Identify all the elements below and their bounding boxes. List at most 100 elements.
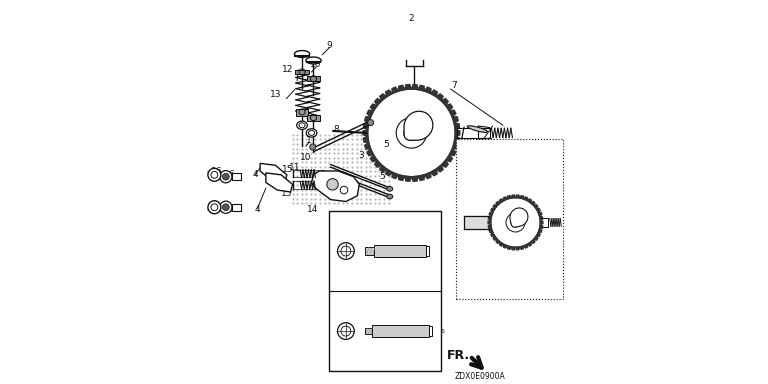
Text: 6: 6 bbox=[227, 205, 233, 214]
Text: 4.78: 4.78 bbox=[353, 315, 366, 320]
Ellipse shape bbox=[306, 129, 317, 137]
Polygon shape bbox=[511, 247, 515, 250]
Polygon shape bbox=[449, 149, 456, 156]
Polygon shape bbox=[449, 110, 456, 117]
Polygon shape bbox=[312, 171, 359, 202]
Bar bbox=[290, 135, 392, 205]
Polygon shape bbox=[491, 209, 495, 212]
Text: 13: 13 bbox=[270, 90, 281, 99]
Bar bbox=[426, 247, 429, 256]
Polygon shape bbox=[436, 165, 443, 172]
Bar bbox=[365, 247, 375, 255]
Bar bbox=[456, 139, 563, 299]
Polygon shape bbox=[464, 216, 488, 228]
Polygon shape bbox=[538, 212, 541, 216]
Polygon shape bbox=[379, 94, 387, 101]
Text: 20: 20 bbox=[396, 237, 405, 243]
Circle shape bbox=[208, 168, 221, 181]
Polygon shape bbox=[538, 228, 541, 232]
Polygon shape bbox=[412, 176, 418, 181]
Bar bbox=[307, 114, 319, 121]
Ellipse shape bbox=[386, 187, 392, 191]
Ellipse shape bbox=[386, 194, 392, 199]
Polygon shape bbox=[539, 216, 543, 220]
Bar bbox=[296, 109, 308, 116]
Circle shape bbox=[337, 243, 354, 260]
Text: 8: 8 bbox=[333, 124, 339, 134]
Text: 5: 5 bbox=[383, 140, 389, 149]
Polygon shape bbox=[399, 175, 405, 180]
Polygon shape bbox=[520, 246, 524, 249]
Polygon shape bbox=[399, 85, 405, 91]
Polygon shape bbox=[531, 239, 535, 243]
Polygon shape bbox=[488, 225, 492, 228]
Text: 26: 26 bbox=[437, 329, 445, 334]
Polygon shape bbox=[496, 202, 500, 206]
Polygon shape bbox=[363, 136, 369, 142]
Polygon shape bbox=[539, 225, 543, 228]
Polygon shape bbox=[425, 87, 431, 93]
Polygon shape bbox=[405, 84, 412, 89]
Text: ZDX0E0900A: ZDX0E0900A bbox=[455, 372, 505, 381]
Text: 81.4: 81.4 bbox=[388, 270, 403, 276]
Bar bbox=[295, 70, 309, 74]
Polygon shape bbox=[442, 99, 449, 106]
Polygon shape bbox=[418, 85, 425, 91]
Text: 1: 1 bbox=[306, 136, 311, 145]
Polygon shape bbox=[452, 142, 458, 149]
Polygon shape bbox=[488, 216, 492, 220]
Circle shape bbox=[491, 198, 540, 247]
Polygon shape bbox=[363, 130, 368, 136]
Circle shape bbox=[310, 144, 316, 150]
Circle shape bbox=[404, 125, 419, 141]
Text: 12: 12 bbox=[283, 66, 293, 74]
Text: 25: 25 bbox=[432, 248, 439, 253]
Text: 10: 10 bbox=[310, 60, 322, 69]
Polygon shape bbox=[524, 197, 528, 201]
Polygon shape bbox=[425, 172, 431, 179]
Polygon shape bbox=[508, 195, 511, 199]
Polygon shape bbox=[430, 169, 437, 176]
Polygon shape bbox=[536, 232, 540, 237]
Polygon shape bbox=[445, 104, 452, 111]
Text: 19: 19 bbox=[365, 317, 372, 322]
Polygon shape bbox=[405, 176, 412, 181]
Circle shape bbox=[511, 218, 520, 227]
Circle shape bbox=[409, 130, 415, 136]
Circle shape bbox=[223, 173, 230, 180]
Text: 17: 17 bbox=[364, 343, 373, 349]
Polygon shape bbox=[536, 209, 540, 212]
Circle shape bbox=[368, 119, 374, 126]
Polygon shape bbox=[454, 123, 459, 130]
Polygon shape bbox=[386, 90, 392, 97]
Polygon shape bbox=[367, 110, 373, 117]
Polygon shape bbox=[511, 195, 515, 198]
Polygon shape bbox=[489, 228, 493, 232]
Text: FR.: FR. bbox=[447, 349, 470, 362]
Polygon shape bbox=[520, 195, 524, 199]
Bar bbox=[306, 76, 320, 81]
Polygon shape bbox=[392, 87, 399, 93]
Polygon shape bbox=[375, 160, 382, 167]
Polygon shape bbox=[528, 199, 531, 203]
Text: 15: 15 bbox=[282, 165, 293, 174]
Text: 16: 16 bbox=[211, 205, 223, 214]
Circle shape bbox=[514, 220, 518, 224]
Polygon shape bbox=[452, 117, 458, 123]
Polygon shape bbox=[436, 94, 443, 101]
Polygon shape bbox=[365, 142, 371, 149]
Polygon shape bbox=[412, 84, 418, 89]
Polygon shape bbox=[370, 104, 377, 111]
Text: M8: M8 bbox=[364, 238, 375, 245]
Polygon shape bbox=[363, 123, 369, 130]
Polygon shape bbox=[524, 244, 528, 248]
Bar bbox=[232, 204, 241, 211]
Bar bbox=[375, 245, 426, 257]
Polygon shape bbox=[528, 242, 531, 246]
Polygon shape bbox=[489, 212, 493, 216]
Text: 4: 4 bbox=[253, 170, 258, 179]
Polygon shape bbox=[499, 199, 504, 203]
Polygon shape bbox=[531, 202, 535, 206]
Bar bbox=[429, 326, 432, 336]
Polygon shape bbox=[386, 169, 392, 176]
